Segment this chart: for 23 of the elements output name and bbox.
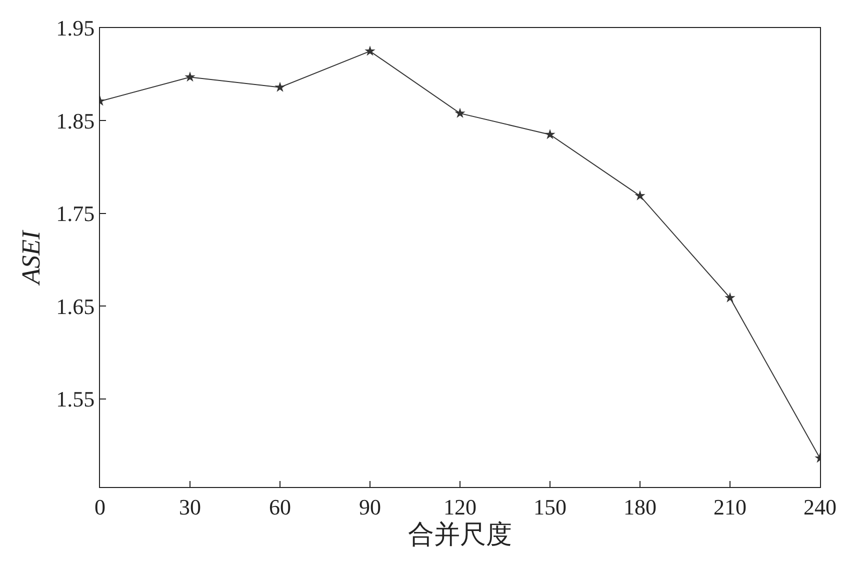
point <box>364 46 376 56</box>
y-tick-label: 1.65 <box>56 294 95 319</box>
x-tick-label: 180 <box>624 494 656 520</box>
x-tick-label: 60 <box>269 494 291 520</box>
y-tick-label: 1.85 <box>56 108 95 134</box>
point <box>184 72 196 82</box>
y-axis-title: ASEI <box>16 229 46 286</box>
point <box>634 190 646 200</box>
y-tick-label: 1.55 <box>56 386 95 412</box>
y-tick-label: 1.75 <box>56 201 95 226</box>
x-tick-label: 120 <box>444 494 476 520</box>
point <box>544 129 556 140</box>
point <box>724 292 736 302</box>
x-tick-label: 90 <box>359 494 381 520</box>
x-tick-label: 0 <box>94 494 106 520</box>
x-tick-label: 150 <box>534 494 566 520</box>
x-tick-label: 240 <box>804 494 836 520</box>
x-tick-label: 210 <box>714 494 746 520</box>
x-axis-title: 合并尺度 <box>408 520 512 550</box>
point <box>274 82 286 92</box>
x-tick-label: 30 <box>179 494 201 520</box>
y-tick-label: 1.95 <box>56 16 95 41</box>
point <box>454 108 466 118</box>
